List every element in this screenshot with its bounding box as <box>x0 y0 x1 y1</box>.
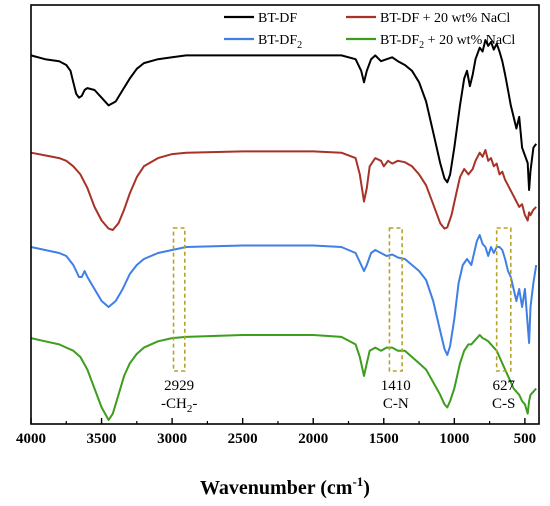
x-tick-label: 3000 <box>157 431 187 447</box>
peak-annotations: 2929 -CH2- 1410 C-N 627 C-S <box>161 227 515 415</box>
x-tick-label: 500 <box>514 431 537 447</box>
series-line-3 <box>30 234 538 356</box>
annotation-value-2: 1410 <box>381 378 411 394</box>
legend-label-4: BT-DF2 + 20 wt% NaCl <box>380 33 515 51</box>
legend-label-2: BT-DF + 20 wt% NaCl <box>380 11 510 26</box>
series-lines <box>30 39 538 421</box>
x-tick-label: 1500 <box>369 431 399 447</box>
annotation-box-2 <box>388 227 403 372</box>
annotation-label-1: -CH2- <box>161 396 197 415</box>
x-tick-label: 1000 <box>439 431 469 447</box>
x-tick-label: 2000 <box>298 431 328 447</box>
annotation-label-3: C-S <box>492 396 515 412</box>
x-tick-label: 3500 <box>87 431 117 447</box>
legend-label-1: BT-DF <box>258 11 297 26</box>
plot-frame <box>30 4 540 425</box>
annotation-label-2: C-N <box>383 396 409 412</box>
x-axis-title: Wavenumber (cm-1) <box>200 474 370 499</box>
series-line-1 <box>30 39 538 191</box>
annotation-box-3 <box>495 227 512 372</box>
series-line-4 <box>30 334 537 421</box>
series-line-2 <box>30 149 537 231</box>
annotation-value-1: 2929 <box>164 378 194 394</box>
x-tick-label: 2500 <box>228 431 258 447</box>
legend: BT-DF BT-DF + 20 wt% NaCl BT-DF2 BT-DF2 + 2… <box>224 11 515 51</box>
legend-label-3: BT-DF2 <box>258 33 302 51</box>
x-tick-label: 4000 <box>16 431 46 447</box>
annotation-value-3: 627 <box>492 378 515 394</box>
x-axis: 4000 3500 3000 2500 2000 1500 1000 500 <box>16 418 536 447</box>
